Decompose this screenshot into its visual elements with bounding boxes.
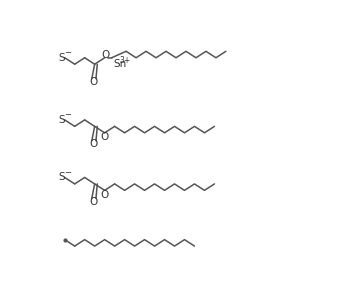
Text: −: − <box>64 168 71 177</box>
Text: O: O <box>90 139 98 149</box>
Text: 3+: 3+ <box>119 56 130 65</box>
Text: S: S <box>59 115 65 125</box>
Text: S: S <box>59 173 65 182</box>
Text: O: O <box>101 132 109 142</box>
Text: O: O <box>101 51 109 60</box>
Text: −: − <box>64 110 71 119</box>
Text: S: S <box>59 53 65 63</box>
Text: O: O <box>90 197 98 207</box>
Text: O: O <box>101 190 109 199</box>
Text: O: O <box>90 77 98 87</box>
Text: −: − <box>64 48 71 57</box>
Text: Sn: Sn <box>113 59 126 68</box>
